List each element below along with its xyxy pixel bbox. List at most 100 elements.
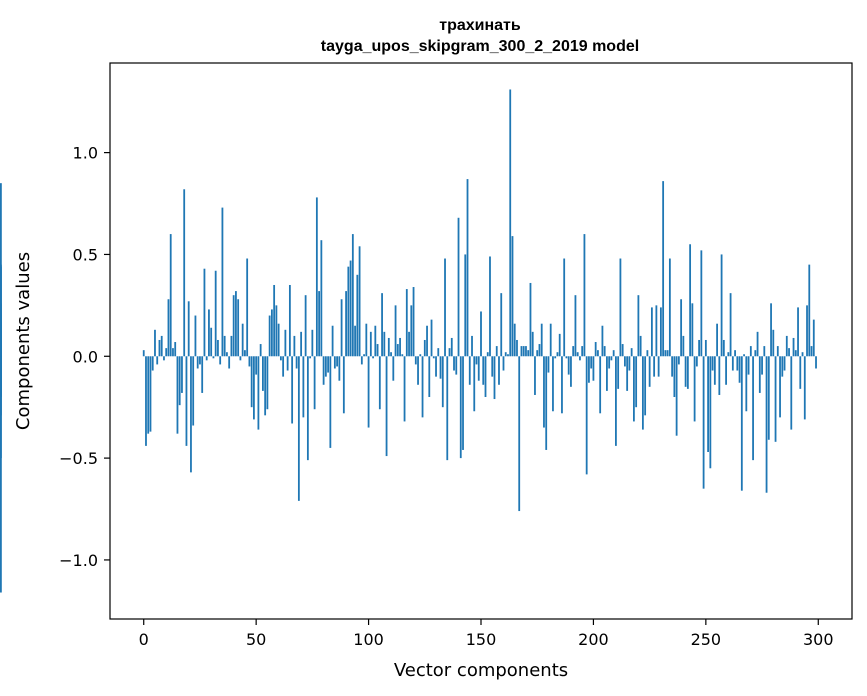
bar-75 (311, 329, 314, 357)
bar-245 (693, 356, 696, 422)
bar-10 (165, 348, 168, 357)
bar-70 (300, 331, 303, 357)
bar-248 (700, 250, 703, 357)
bar-100 (367, 356, 370, 428)
bar-156 (493, 356, 496, 400)
bar-203 (599, 356, 602, 414)
bar-136 (448, 348, 451, 357)
x-tick-label: 200 (578, 630, 609, 649)
bar-166 (516, 339, 518, 357)
bar-198 (588, 356, 590, 383)
bar-104 (376, 344, 379, 357)
bar-257 (720, 254, 723, 357)
bar-88 (340, 299, 343, 357)
bar-47 (248, 356, 251, 367)
bar-138 (453, 356, 455, 371)
bar-82 (327, 356, 329, 373)
bar-105 (378, 356, 381, 410)
chart-subtitle: tayga_upos_skipgram_300_2_2019 model (321, 38, 639, 55)
bar-43 (239, 356, 242, 361)
bar-111 (392, 356, 395, 381)
bar-289 (792, 337, 795, 357)
bar-278 (767, 356, 770, 440)
bar-122 (417, 356, 419, 385)
bar-15 (176, 356, 179, 434)
bar-115 (401, 354, 404, 357)
bar-99 (365, 323, 368, 357)
bar-123 (419, 354, 422, 357)
bar-179 (545, 356, 548, 450)
bar-167 (518, 356, 521, 512)
y-tick-label: −1.0 (59, 551, 98, 570)
bar-38 (228, 356, 231, 369)
bar-4 (151, 356, 154, 371)
bar-13 (172, 348, 174, 357)
bar-55 (266, 356, 269, 410)
bar-192 (574, 295, 577, 357)
bar-172 (529, 282, 532, 357)
bar-107 (383, 331, 386, 357)
bar-147 (473, 356, 476, 412)
bar-76 (313, 356, 316, 410)
bar-155 (491, 356, 494, 377)
bar-48 (250, 356, 253, 408)
bar-25 (199, 356, 201, 365)
bar-22 (192, 356, 195, 426)
bar-183 (554, 356, 557, 359)
bar-126 (426, 325, 428, 357)
bar-20 (187, 301, 190, 357)
bar-252 (709, 356, 712, 469)
bar-298 (812, 319, 815, 357)
bar-153 (486, 352, 489, 357)
bar-186 (561, 356, 563, 414)
bar-96 (358, 246, 361, 357)
bar-263 (734, 350, 736, 357)
bar-52 (259, 344, 262, 357)
bar-120 (412, 287, 415, 357)
bar-228 (655, 305, 658, 357)
bar-40 (232, 295, 235, 357)
bar-158 (498, 356, 500, 385)
bar-193 (576, 352, 579, 357)
bar-211 (617, 356, 620, 389)
bar-297 (810, 346, 813, 357)
bar-290 (794, 350, 797, 357)
bar-249 (702, 356, 705, 489)
bar-30 (210, 327, 213, 357)
bar-135 (446, 356, 449, 461)
bar-54 (264, 356, 267, 416)
bar-274 (758, 356, 761, 393)
bar-139 (455, 356, 458, 375)
bar-256 (718, 356, 721, 395)
bar-286 (785, 335, 788, 357)
bar-181 (549, 323, 552, 357)
bar-261 (729, 293, 732, 357)
bar-163 (509, 89, 512, 357)
bar-224 (646, 350, 649, 357)
bar-79 (320, 240, 323, 357)
bar-254 (713, 356, 716, 385)
bar-251 (707, 356, 709, 452)
bar-238 (677, 356, 680, 365)
bar-18 (183, 189, 186, 357)
bar-24 (196, 356, 199, 369)
bar-97 (360, 356, 363, 365)
x-tick-label: 50 (246, 630, 266, 649)
bar-56 (268, 315, 271, 357)
bar-262 (731, 356, 734, 371)
bar-196 (583, 234, 586, 357)
bar-45 (244, 350, 246, 357)
bar-146 (471, 335, 473, 357)
bar-37 (226, 352, 228, 357)
bar-35 (221, 207, 224, 357)
bar-0 (142, 350, 145, 357)
bar-253 (711, 356, 714, 371)
bar-116 (403, 356, 406, 422)
bar-98 (363, 354, 365, 357)
bar-230 (659, 307, 662, 357)
bar-244 (691, 303, 694, 357)
bar-205 (603, 346, 606, 357)
bar-182 (552, 356, 554, 412)
bar-71 (302, 356, 305, 418)
